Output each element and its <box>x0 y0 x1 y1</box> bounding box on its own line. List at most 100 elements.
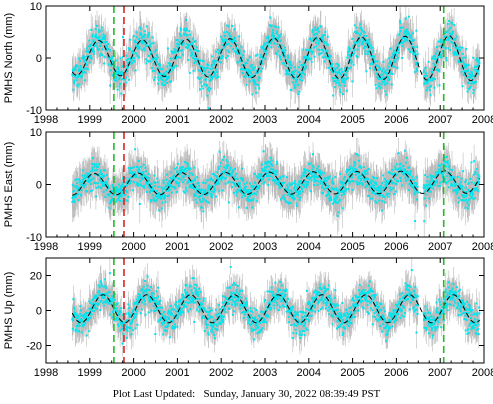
data-point <box>424 190 426 193</box>
data-point <box>152 198 155 201</box>
data-point <box>198 78 201 80</box>
data-point <box>228 174 231 177</box>
data-point <box>323 60 326 63</box>
data-point <box>267 183 270 186</box>
data-point <box>92 41 95 44</box>
data-point <box>212 67 215 70</box>
data-point <box>208 79 211 82</box>
data-point <box>74 330 77 333</box>
data-point <box>350 173 353 175</box>
data-point <box>158 209 161 212</box>
data-point <box>465 63 468 66</box>
data-point <box>372 297 375 300</box>
data-point <box>431 68 434 70</box>
data-point <box>310 179 313 182</box>
data-point <box>386 182 389 185</box>
data-point <box>351 180 354 183</box>
data-point <box>378 316 381 319</box>
data-point <box>403 170 406 173</box>
data-point <box>126 191 129 193</box>
data-point <box>158 301 160 303</box>
data-point <box>87 181 90 183</box>
data-point <box>144 280 147 282</box>
data-point <box>363 175 366 178</box>
data-point <box>187 179 190 182</box>
data-point <box>472 89 475 91</box>
data-point <box>321 306 324 309</box>
data-point <box>351 80 354 83</box>
data-point <box>117 68 120 71</box>
data-point <box>224 182 227 185</box>
data-point <box>71 197 74 199</box>
data-point <box>183 179 186 182</box>
data-point <box>161 83 164 86</box>
data-point <box>311 175 314 178</box>
data-point <box>382 186 385 189</box>
data-point <box>269 25 272 28</box>
data-point <box>95 186 98 189</box>
data-point <box>369 185 372 188</box>
data-point <box>152 58 154 61</box>
data-point <box>164 200 167 203</box>
data-point <box>458 61 461 64</box>
data-point <box>258 173 261 176</box>
data-point <box>284 72 287 75</box>
data-point <box>446 35 448 38</box>
data-point <box>351 167 354 169</box>
data-point <box>354 305 357 308</box>
data-point <box>446 175 449 178</box>
data-point <box>200 192 203 195</box>
data-point <box>343 193 345 196</box>
data-point <box>142 163 145 166</box>
data-point <box>472 193 475 196</box>
data-point <box>282 175 285 178</box>
data-point <box>138 26 141 29</box>
data-point <box>231 303 234 306</box>
data-point <box>314 173 317 176</box>
data-point <box>387 65 390 68</box>
data-point <box>438 298 441 301</box>
data-point <box>222 40 225 43</box>
data-point <box>145 62 148 65</box>
data-point <box>352 63 355 66</box>
data-point <box>84 184 87 187</box>
data-point <box>285 59 288 61</box>
data-point <box>378 82 381 85</box>
data-point <box>398 171 401 174</box>
data-point <box>323 285 326 288</box>
data-point <box>365 184 368 187</box>
data-point <box>119 185 122 188</box>
data-point <box>425 204 427 207</box>
data-point <box>383 327 386 330</box>
data-point <box>150 66 153 69</box>
x-tick-label: 2007 <box>428 367 452 379</box>
data-point <box>150 182 153 185</box>
data-point <box>210 63 213 66</box>
data-point <box>308 302 311 305</box>
data-point <box>380 83 383 86</box>
data-point <box>320 37 323 40</box>
data-point <box>329 304 332 307</box>
data-point <box>92 157 94 160</box>
data-point <box>360 297 363 300</box>
data-point <box>429 182 432 185</box>
data-point <box>292 317 295 320</box>
data-point <box>135 31 138 34</box>
data-point <box>447 286 450 289</box>
data-point <box>243 304 246 307</box>
data-point <box>403 37 406 40</box>
data-point <box>264 50 267 53</box>
data-point <box>354 41 357 44</box>
data-point <box>434 65 437 68</box>
data-point <box>352 304 355 307</box>
data-point <box>157 185 160 188</box>
data-point <box>337 70 340 73</box>
data-point <box>240 296 243 299</box>
data-point <box>171 320 174 323</box>
data-point <box>328 57 330 60</box>
data-point <box>166 316 169 319</box>
data-point <box>205 194 208 197</box>
data-point <box>435 46 438 49</box>
data-point <box>346 321 349 324</box>
data-point <box>477 63 480 66</box>
